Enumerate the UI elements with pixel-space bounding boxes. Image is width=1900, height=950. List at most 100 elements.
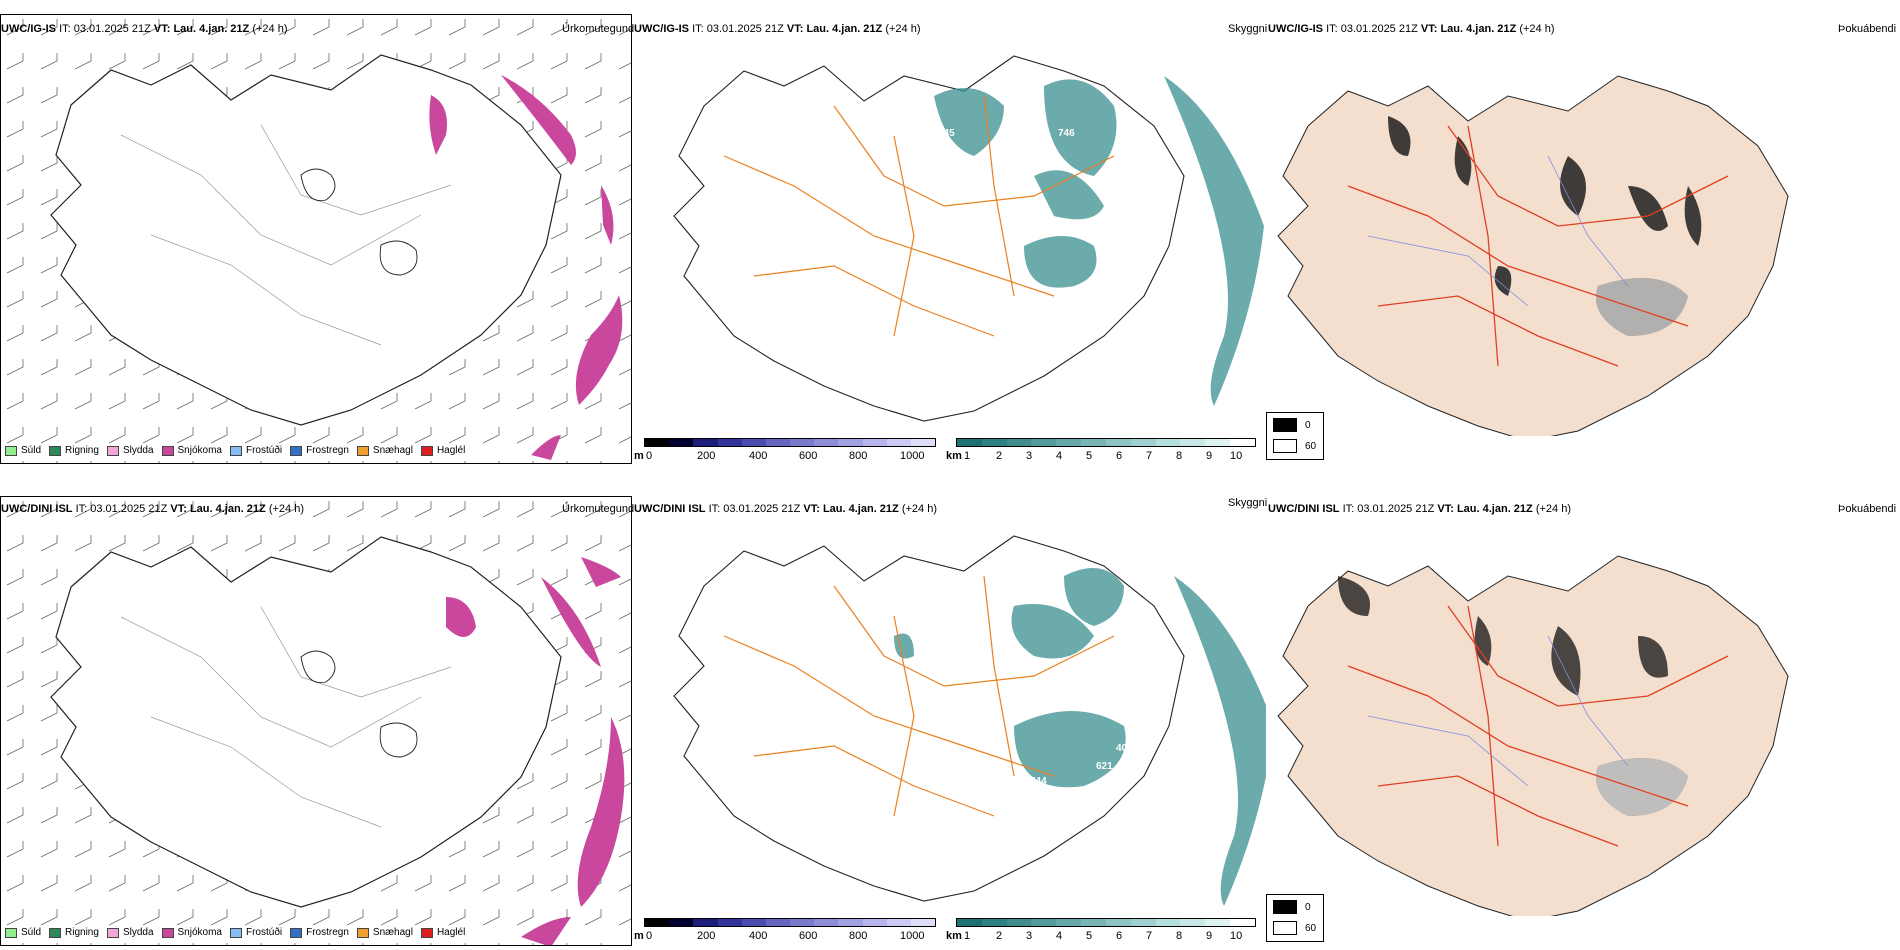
colorbar-segment <box>981 439 1007 446</box>
colorbar-segment <box>717 439 742 446</box>
fog-header-2: UWC/DINI ISL IT: 03.01.2025 21Z VT: Lau.… <box>1268 503 1571 515</box>
vis-label: 746 <box>1058 128 1075 139</box>
fog-panel-2 <box>1268 516 1900 916</box>
precip-legend-item: Frostúði <box>229 445 282 456</box>
colorbar-segment <box>1230 439 1255 446</box>
precip-legend-item: Snæhagl <box>356 445 413 456</box>
colorbar-segment <box>910 919 936 926</box>
precip-header-1: UWC/IG-IS IT: 03.01.2025 21Z VT: Lau. 4.… <box>1 23 288 35</box>
colorbar-segment <box>1230 919 1255 926</box>
fog-map-1 <box>1277 75 1789 436</box>
precip-panel-2: Súld Rigning Slydda Snjókoma Frostúði Fr… <box>0 496 632 946</box>
vis-label: 313 <box>1134 160 1151 171</box>
fog-header-1: UWC/IG-IS IT: 03.01.2025 21Z VT: Lau. 4.… <box>1268 23 1555 35</box>
fog-map-2 <box>1277 555 1789 916</box>
colorbar-segment <box>838 439 863 446</box>
colorbar-segment <box>1031 439 1057 446</box>
colorbar-segment <box>1056 439 1082 446</box>
precip-map-2 <box>1 497 631 945</box>
colorbar-segment <box>862 919 887 926</box>
colorbar-segment <box>1205 919 1231 926</box>
precip-legend-item: Slydda <box>106 445 154 456</box>
colorbar-segment <box>1081 439 1106 446</box>
colorbar-segment <box>910 439 936 446</box>
visibility-panel-1: 745 746 35 49 313 545 402 322 <box>634 36 1266 436</box>
colorbar-segment <box>765 919 791 926</box>
colorbar-segment <box>765 439 791 446</box>
colorbar-segment <box>1105 439 1131 446</box>
colorbar-segment <box>1130 919 1156 926</box>
colorbar-segment <box>1031 919 1057 926</box>
vis-label: 35 <box>940 143 952 154</box>
colorbar-segment <box>838 919 863 926</box>
visibility-colorbar-1: km 1 2 3 4 5 6 7 8 9 10 <box>946 438 1256 464</box>
visibility-header-2: UWC/DINI ISL IT: 03.01.2025 21Z VT: Lau.… <box>634 503 937 515</box>
colorbar-segment <box>957 439 982 446</box>
colorbar-segment <box>1056 919 1082 926</box>
visibility-title-1: Skyggni <box>1228 23 1268 35</box>
colorbar-segment <box>1155 919 1181 926</box>
colorbar-segment <box>645 919 670 926</box>
precip-legend-item: Frostregn <box>290 445 349 456</box>
precip-legend-1: Súld Rigning Slydda Snjókoma Frostúði Fr… <box>5 445 465 456</box>
colorbar-segment <box>693 919 718 926</box>
precip-legend-item: Rigning <box>49 445 99 456</box>
iceland-outline <box>50 54 562 426</box>
vis-label: 49 <box>1144 148 1156 159</box>
colorbar-segment <box>790 919 815 926</box>
precip-legend-item: Slydda <box>106 927 154 938</box>
colorbar-segment <box>645 439 670 446</box>
visibility-colorbar-2: km 1 2 3 4 5 6 7 8 9 10 <box>946 918 1256 944</box>
colorbar-segment <box>1205 439 1231 446</box>
precip-title-1: Úrkomutegund <box>562 23 635 35</box>
precip-legend-item: Súld <box>5 927 41 938</box>
colorbar-segment <box>814 919 839 926</box>
colorbar-segment <box>669 919 694 926</box>
colorbar-segment <box>741 919 766 926</box>
precip-header-2: UWC/DINI ISL IT: 03.01.2025 21Z VT: Lau.… <box>1 503 304 515</box>
visibility-map-2: 51 401 621 744 <box>673 535 1266 906</box>
colorbar-segment <box>693 439 718 446</box>
colorbar-segment <box>741 439 766 446</box>
colorbar-segment <box>1130 439 1156 446</box>
visibility-map-1: 745 746 35 49 313 545 402 322 <box>673 55 1264 422</box>
vis-label: 51 <box>1144 608 1156 619</box>
precip-title-2: Úrkomutegund <box>562 503 635 515</box>
fog-title-1: Þokuábendi <box>1838 23 1897 35</box>
visibility-title-2: Skyggni <box>1228 497 1268 509</box>
precip-legend-2: Súld Rigning Slydda Snjókoma Frostúði Fr… <box>5 927 465 938</box>
colorbar-segment <box>1105 919 1131 926</box>
vis-label: 402 <box>1094 282 1111 293</box>
precip-legend-item: Haglél <box>420 927 465 938</box>
colorbar-segment <box>1155 439 1181 446</box>
colorbar-segment <box>862 439 887 446</box>
precip-legend-item: Snjókoma <box>161 445 222 456</box>
height-colorbar-2: m 0 200 400 600 800 1000 <box>634 918 938 944</box>
colorbar-segment <box>1081 919 1106 926</box>
fog-panel-1 <box>1268 36 1900 436</box>
vis-label: 621 <box>1096 761 1113 772</box>
vis-label: 322 <box>1116 266 1133 277</box>
colorbar-segment <box>886 439 911 446</box>
colorbar-segment <box>981 919 1007 926</box>
precip-legend-item: Snæhagl <box>356 927 413 938</box>
precip-legend-item: Frostúði <box>229 927 282 938</box>
fog-legend-2: 0 60 <box>1266 894 1324 942</box>
colorbar-segment <box>1180 919 1206 926</box>
colorbar-segment <box>957 919 982 926</box>
colorbar-segment <box>790 439 815 446</box>
precip-legend-item: Rigning <box>49 927 99 938</box>
colorbar-segment <box>814 439 839 446</box>
colorbar-segment <box>669 439 694 446</box>
colorbar-segment <box>1006 919 1032 926</box>
vis-label: 545 <box>1054 296 1071 307</box>
precip-panel-1: Súld Rigning Slydda Snjókoma Frostúði Fr… <box>0 14 632 464</box>
fog-legend-1: 0 60 <box>1266 412 1324 460</box>
height-colorbar-1: m 0 200 400 600 800 1000 <box>634 438 938 464</box>
precip-legend-item: Súld <box>5 445 41 456</box>
fog-title-2: Þokuábendi <box>1838 503 1897 515</box>
precip-legend-item: Snjókoma <box>161 927 222 938</box>
visibility-area <box>934 76 1264 406</box>
visibility-panel-2: 51 401 621 744 <box>634 516 1266 916</box>
colorbar-segment <box>1180 439 1206 446</box>
